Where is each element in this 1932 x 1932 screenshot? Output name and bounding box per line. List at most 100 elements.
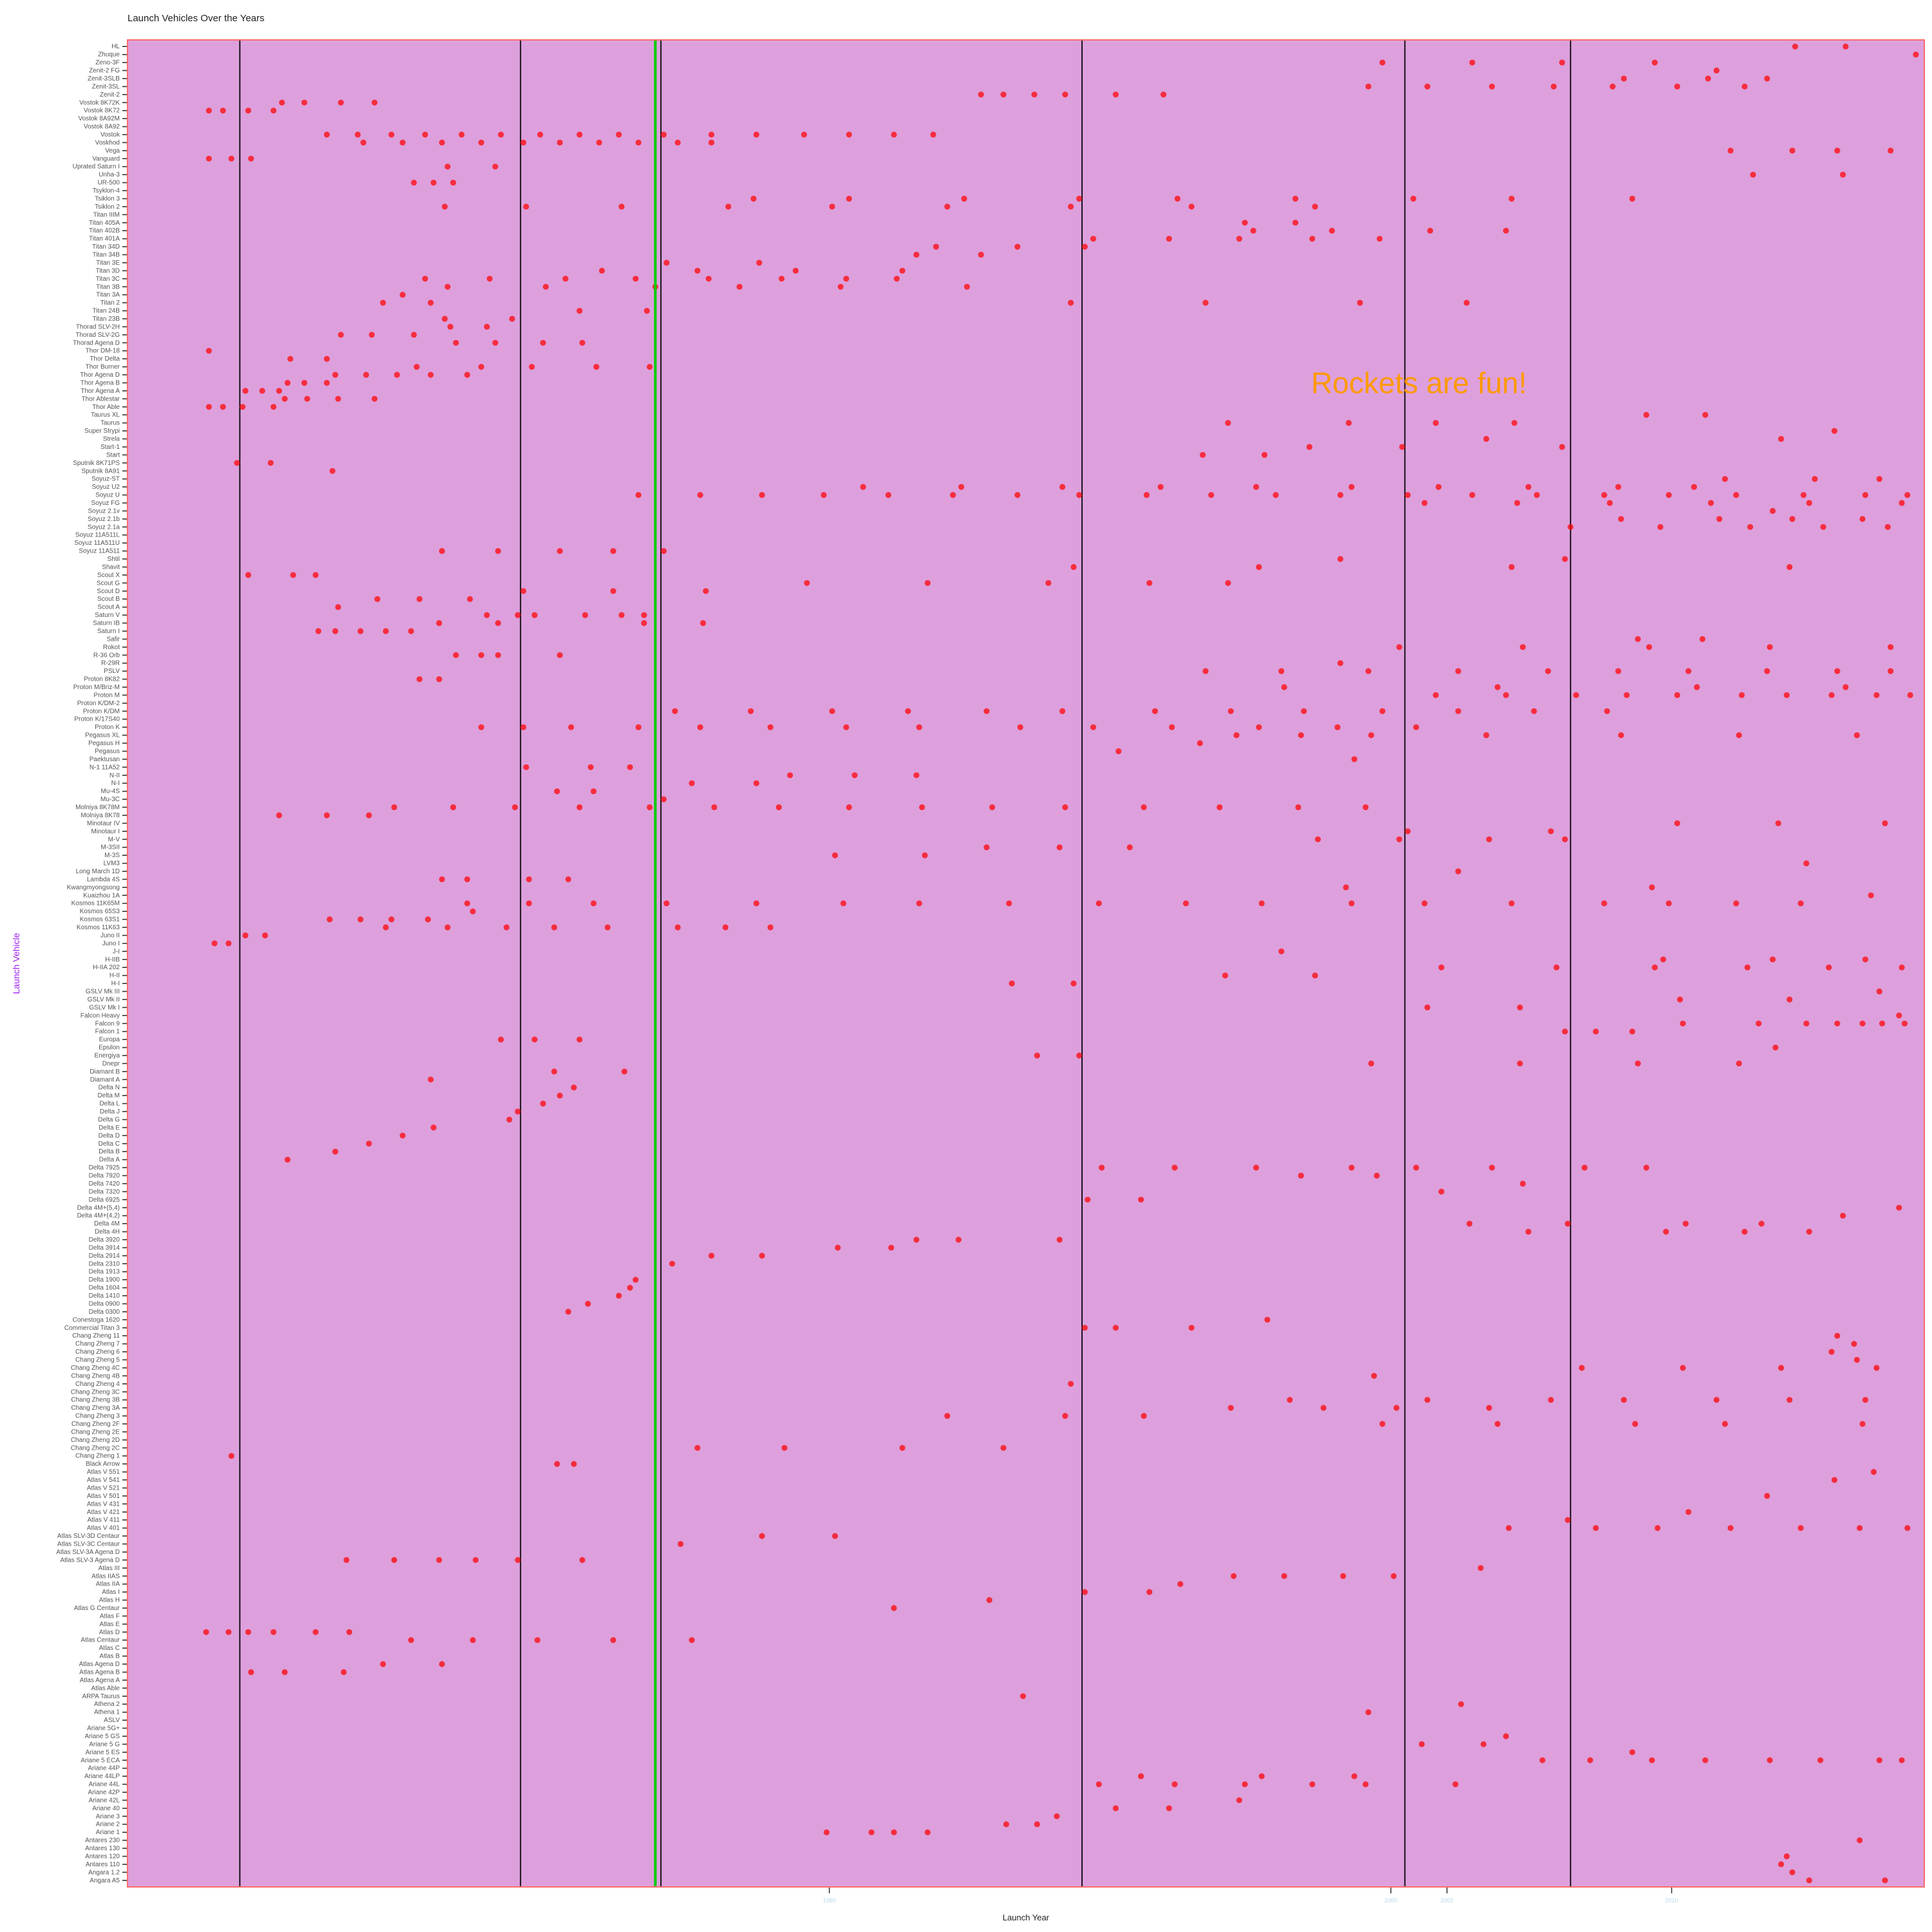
data-point (1888, 644, 1894, 650)
data-point (579, 1557, 585, 1563)
data-point (1629, 195, 1636, 202)
data-point (1545, 668, 1551, 674)
y-tick-label: Proton K (95, 724, 120, 731)
data-point (1539, 1757, 1546, 1763)
data-point (1292, 195, 1299, 202)
y-tick-label: Saturn I (97, 628, 120, 635)
data-point (1068, 204, 1074, 210)
data-point (1733, 492, 1739, 498)
y-tick-label: Chang Zheng 4C (71, 1365, 120, 1372)
data-point (618, 204, 625, 210)
data-point (1112, 91, 1119, 98)
data-point (520, 724, 527, 730)
data-point (1907, 692, 1913, 698)
y-tick-label: Scout B (97, 596, 120, 603)
data-point (1789, 1869, 1795, 1875)
data-point (554, 1461, 560, 1467)
y-tick-label: Atlas V 401 (87, 1525, 120, 1532)
data-point (1463, 299, 1470, 306)
data-point (1578, 1365, 1585, 1371)
data-point (495, 548, 502, 554)
data-point (279, 99, 285, 106)
y-tick-label: UR-500 (98, 180, 120, 187)
data-point (672, 708, 678, 714)
data-point (1857, 1525, 1863, 1531)
data-point (453, 339, 459, 346)
y-tick-label: Thor Ablestar (82, 395, 120, 402)
y-tick-label: Proton K/DM-2 (77, 700, 120, 707)
data-point (360, 139, 366, 146)
y-tick-label: Tsiklon 3 (95, 196, 120, 203)
data-point (913, 1236, 920, 1243)
data-point (1828, 1349, 1835, 1355)
y-tick-label: Falcon 9 (95, 1020, 120, 1027)
y-tick-label: Delta 7420 (89, 1180, 120, 1188)
y-tick-label: Europa (99, 1036, 120, 1043)
data-point (1056, 844, 1063, 851)
data-point (1834, 1020, 1841, 1027)
data-point (1663, 1229, 1669, 1235)
y-tick-label: Titan 34D (92, 243, 120, 251)
y-tick-label: Ariane 42P (88, 1789, 120, 1796)
data-point (1553, 964, 1560, 971)
y-tick-label: Kwangmyongsong (67, 884, 120, 891)
data-point (635, 724, 642, 730)
data-point (1081, 1325, 1088, 1331)
data-point (1559, 59, 1566, 66)
y-tick-label: ASLV (104, 1717, 120, 1724)
y-tick-label: Minotaur I (91, 828, 120, 835)
data-point (335, 604, 341, 611)
y-tick-label: Delta M (98, 1092, 120, 1099)
data-point (1766, 644, 1773, 650)
data-point (708, 1253, 715, 1259)
y-tick-label: Titan 3A (96, 292, 120, 299)
data-point (284, 1157, 291, 1163)
data-point (1615, 668, 1622, 674)
data-point (323, 131, 330, 138)
data-point (1649, 884, 1655, 891)
data-point (641, 612, 647, 618)
data-point (632, 1276, 639, 1283)
y-tick-label: M-V (108, 836, 120, 843)
data-point (893, 276, 900, 282)
data-point (484, 323, 490, 330)
data-point (1314, 836, 1321, 842)
data-point (1390, 1573, 1397, 1579)
y-tick-label: N-II (109, 772, 120, 779)
data-point (1062, 91, 1068, 98)
annotation-text: Rockets are fun! (1311, 366, 1527, 400)
data-point (478, 724, 484, 730)
data-point (1281, 1573, 1287, 1579)
data-point (792, 267, 799, 274)
data-point (363, 372, 370, 378)
data-point (1455, 868, 1461, 875)
data-point (756, 260, 762, 266)
data-point (1682, 1220, 1689, 1227)
y-tick-label: LVM3 (104, 860, 120, 867)
data-point (1312, 204, 1318, 210)
data-point (643, 308, 650, 314)
y-tick-label: Proton 8K82 (84, 676, 120, 683)
data-point (759, 492, 765, 498)
y-tick-label: Chang Zheng 2F (71, 1421, 120, 1428)
y-tick-label: Mu-3C (100, 796, 120, 803)
data-point (1859, 1020, 1866, 1027)
data-point (523, 204, 529, 210)
data-point (1859, 516, 1866, 522)
y-tick-label: Chang Zheng 3B (71, 1397, 120, 1404)
data-point (1651, 964, 1658, 971)
y-tick-label: Vostok 8K72 (84, 108, 120, 115)
data-point (1680, 1020, 1686, 1027)
data-point (641, 620, 647, 627)
data-point (478, 139, 484, 146)
data-point (635, 139, 642, 146)
y-tick-label: Ariane 2 (96, 1821, 120, 1828)
y-tick-label: Thor Able (92, 404, 120, 411)
data-point (270, 108, 277, 114)
data-point (587, 764, 594, 770)
data-point (1076, 195, 1083, 202)
plot-border (127, 39, 1925, 1888)
y-tick-label: Thor Agena A (80, 388, 120, 395)
data-point (450, 804, 457, 811)
